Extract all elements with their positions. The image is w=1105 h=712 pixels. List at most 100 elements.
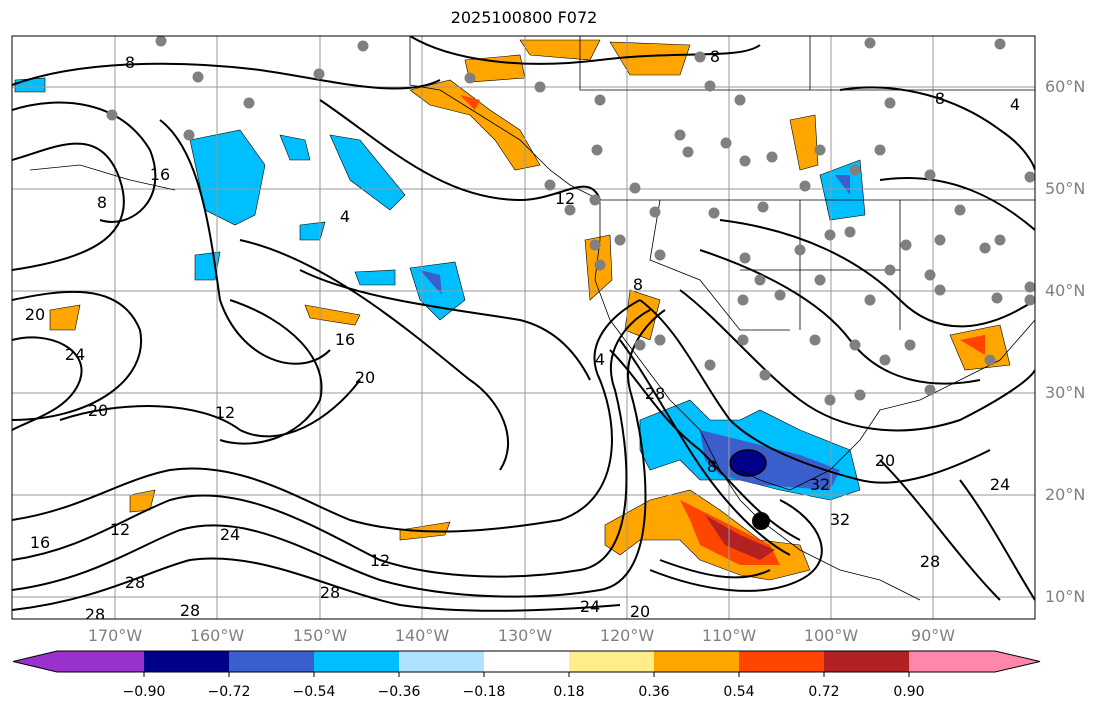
colorbar-segment xyxy=(654,651,739,672)
station-dot xyxy=(874,144,886,156)
station-dot xyxy=(849,164,861,176)
colorbar-tick-label: 0.54 xyxy=(723,684,755,700)
colorbar-segment xyxy=(399,651,484,672)
station-dot xyxy=(734,94,746,106)
colorbar-segment xyxy=(739,651,824,672)
station-dot xyxy=(629,182,641,194)
station-dot xyxy=(934,284,946,296)
longitude-label: 100°W xyxy=(803,626,859,645)
contour-lines xyxy=(12,36,1035,612)
station-dot xyxy=(814,274,826,286)
contour-label: 12 xyxy=(555,189,575,208)
station-dot xyxy=(824,229,836,241)
station-dot xyxy=(864,37,876,49)
station-dot xyxy=(994,234,1006,246)
station-dot xyxy=(954,204,966,216)
station-dot xyxy=(674,129,686,141)
station-dot xyxy=(594,259,606,271)
longitude-label: 170°W xyxy=(87,626,143,645)
station-dot xyxy=(589,194,601,206)
station-dot xyxy=(884,97,896,109)
station-dot xyxy=(1024,171,1035,183)
station-dot xyxy=(739,155,751,167)
contour-label: 28 xyxy=(645,384,665,403)
station-dot xyxy=(979,242,991,254)
station-dot xyxy=(849,339,861,351)
station-dot xyxy=(994,38,1006,50)
station-dot xyxy=(192,71,204,83)
contour-label: 20 xyxy=(355,368,375,387)
latitude-label: 20°N xyxy=(1045,485,1086,504)
station-dot xyxy=(1024,294,1035,306)
colorbar-extend-max xyxy=(909,651,1040,672)
low-center-marker xyxy=(729,449,767,477)
contour-label: 8 xyxy=(125,53,135,72)
contour-label: 24 xyxy=(220,525,240,544)
station-dot xyxy=(739,252,751,264)
station-dot xyxy=(589,239,601,251)
station-dot xyxy=(854,389,866,401)
contour-label: 8 xyxy=(935,89,945,108)
contour-label: 24 xyxy=(580,597,600,616)
contour-label: 8 xyxy=(633,275,643,294)
station-dot xyxy=(864,294,876,306)
station-dot xyxy=(357,40,369,52)
colorbar-segment xyxy=(484,651,569,672)
station-dot xyxy=(106,109,118,121)
station-dot xyxy=(809,334,821,346)
contour-label: 28 xyxy=(320,583,340,602)
contour-label: 16 xyxy=(150,165,170,184)
station-dot xyxy=(594,94,606,106)
colorbar-tick-label: −0.18 xyxy=(462,684,506,700)
station-dot xyxy=(824,394,836,406)
contour-label: 12 xyxy=(215,403,235,422)
station-dot xyxy=(904,339,916,351)
coastlines xyxy=(29,36,1035,601)
colorbar-tick-label: 0.72 xyxy=(808,684,840,700)
station-dot xyxy=(794,244,806,256)
station-dot xyxy=(884,264,896,276)
longitude-label: 150°W xyxy=(292,626,348,645)
station-dot xyxy=(682,146,694,158)
station-dot xyxy=(634,339,646,351)
station-dot xyxy=(754,274,766,286)
station-dot xyxy=(654,334,666,346)
longitude-label: 140°W xyxy=(394,626,450,645)
station-dot xyxy=(774,289,786,301)
station-dot xyxy=(720,137,732,149)
station-dot xyxy=(591,144,603,156)
station-dot xyxy=(984,354,996,366)
contour-label: 28 xyxy=(920,552,940,571)
colorbar-segment xyxy=(229,651,314,672)
contour-label: 16 xyxy=(335,330,355,349)
station-dot xyxy=(737,294,749,306)
contour-label: 28 xyxy=(180,601,200,620)
station-dot xyxy=(649,206,661,218)
station-dot xyxy=(844,226,856,238)
contour-label: 28 xyxy=(85,605,105,624)
colorbar-tick-label: −0.90 xyxy=(122,684,166,700)
station-dot xyxy=(704,359,716,371)
contour-label: 8 xyxy=(707,457,717,476)
latitude-label: 10°N xyxy=(1045,587,1086,606)
contour-label: 32 xyxy=(810,475,830,494)
station-dot xyxy=(243,97,255,109)
colorbar xyxy=(12,650,1041,677)
station-dot xyxy=(183,129,195,141)
colorbar-segment xyxy=(824,651,909,672)
colorbar-tick-label: 0.18 xyxy=(553,684,585,700)
colorbar-tick-label: −0.36 xyxy=(377,684,421,700)
contour-label: 28 xyxy=(125,573,145,592)
station-dot xyxy=(924,169,936,181)
colorbar-tick-label: −0.54 xyxy=(292,684,336,700)
station-dot xyxy=(694,51,706,63)
longitude-label: 160°W xyxy=(189,626,245,645)
longitude-label: 110°W xyxy=(701,626,757,645)
station-dot xyxy=(464,72,476,84)
colorbar-tick-label: 0.36 xyxy=(638,684,670,700)
station-dot xyxy=(766,151,778,163)
contour-label: 4 xyxy=(340,207,350,226)
contour-label: 20 xyxy=(25,305,45,324)
contour-label: 4 xyxy=(595,350,605,369)
